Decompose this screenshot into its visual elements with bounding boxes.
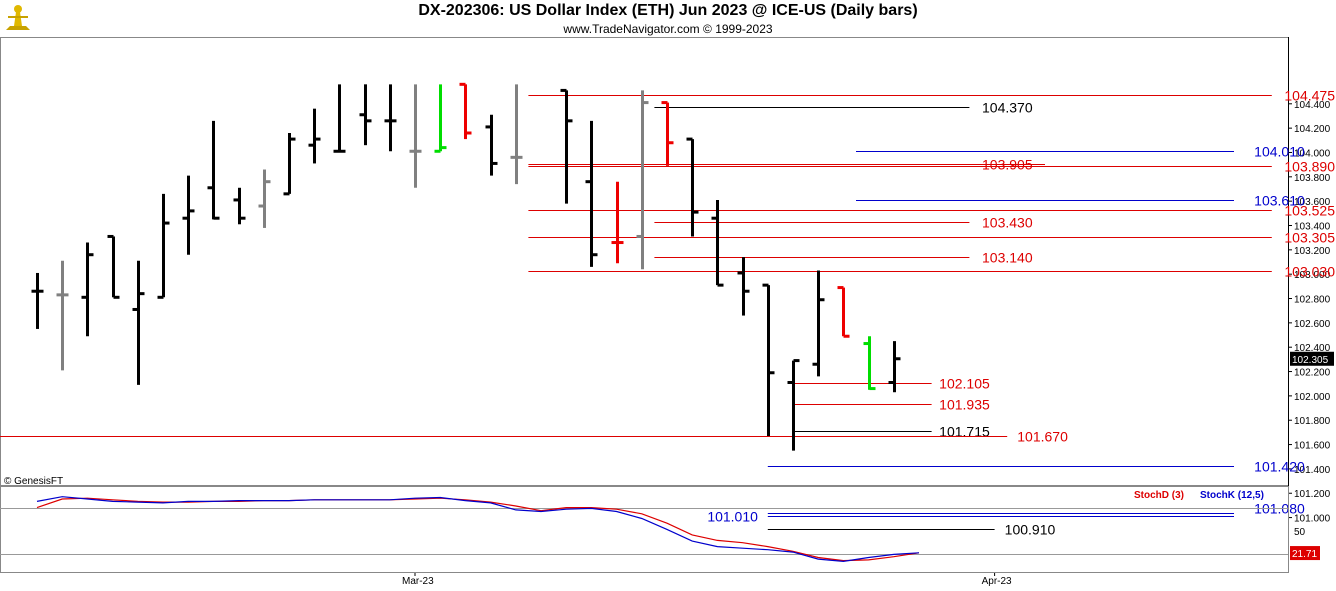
y-axis-tick-label: 101.800: [1294, 416, 1331, 427]
level-label: 101.715: [939, 424, 990, 440]
y-axis-tick-label: 102.200: [1294, 368, 1331, 379]
stochastic-panel-frame: [0, 486, 1289, 573]
y-axis-tick-label: 101.200: [1294, 489, 1331, 500]
stochastic-last-value-badge: [1290, 546, 1320, 561]
level-label: 104.010: [1254, 144, 1305, 160]
level-label: 103.430: [982, 215, 1033, 231]
y-axis-tick-label: 101.600: [1294, 441, 1331, 452]
level-label: 103.305: [1284, 230, 1335, 246]
level-label: 104.370: [982, 100, 1033, 116]
level-label: 101.420: [1254, 459, 1305, 475]
y-axis-tick-label: 104.400: [1294, 100, 1331, 111]
price-panel-frame: [0, 37, 1289, 486]
level-label: 102.105: [939, 376, 990, 392]
y-axis-tick-label: 104.200: [1294, 124, 1331, 135]
chart-title: DX-202306: US Dollar Index (ETH) Jun 202…: [418, 2, 918, 19]
y-axis-tick-label: 101.400: [1294, 465, 1331, 476]
y-axis-tick-label: 103.600: [1294, 197, 1331, 208]
y-axis-tick-label: 103.200: [1294, 246, 1331, 257]
legend-stochk: StochK (12,5): [1200, 490, 1264, 501]
navigator-logo-icon: [6, 5, 30, 30]
level-label: 100.910: [1005, 522, 1056, 538]
level-label: 101.935: [939, 397, 990, 413]
level-label: 103.905: [982, 157, 1033, 173]
stochastic-last-value-label: 21.71: [1292, 549, 1317, 560]
level-label: 103.525: [1284, 203, 1335, 219]
level-label: 103.030: [1284, 264, 1335, 280]
stochastic-series-line: [36, 496, 920, 563]
level-label: 101.010: [707, 509, 758, 525]
title-bar: DX-202306: US Dollar Index (ETH) Jun 202…: [0, 0, 1336, 22]
y-axis-tick-label: 101.000: [1294, 514, 1331, 525]
y-axis-tick-label: 103.800: [1294, 173, 1331, 184]
last-price-badge: [1290, 351, 1334, 366]
stochastic-axis-tick-label: 50: [1294, 527, 1306, 538]
x-axis-label: Mar-23: [402, 576, 434, 587]
y-axis-tick-label: 102.400: [1294, 343, 1331, 354]
price-panel: 104.400 104.200 104.000 103.800 103.600 103.4…: [0, 37, 1335, 587]
level-label: 101.670: [1017, 429, 1068, 445]
y-axis-tick-label: 103.000: [1294, 270, 1331, 281]
level-label: 104.475: [1284, 88, 1335, 104]
legend-stochd: StochD (3): [1134, 490, 1184, 501]
last-price-label: 102.305: [1292, 355, 1329, 366]
copyright-label: © GenesisFT: [4, 476, 63, 487]
x-axis-label: Apr-23: [982, 576, 1012, 587]
y-axis-tick-label: 103.400: [1294, 222, 1331, 233]
level-label: 103.610: [1254, 193, 1305, 209]
y-axis-tick-label: 102.600: [1294, 319, 1331, 330]
chart-subtitle: www.TradeNavigator.com © 1999-2023: [563, 22, 773, 36]
level-label: 103.890: [1284, 159, 1335, 175]
y-axis-tick-label: 102.000: [1294, 392, 1331, 403]
level-label: 103.140: [982, 250, 1033, 266]
stochastic-panel: 50 StochD (3) StochK (12,5) 21.71: [0, 486, 1320, 573]
y-axis-tick-label: 102.800: [1294, 295, 1331, 306]
y-axis-tick-label: 104.000: [1294, 148, 1331, 159]
